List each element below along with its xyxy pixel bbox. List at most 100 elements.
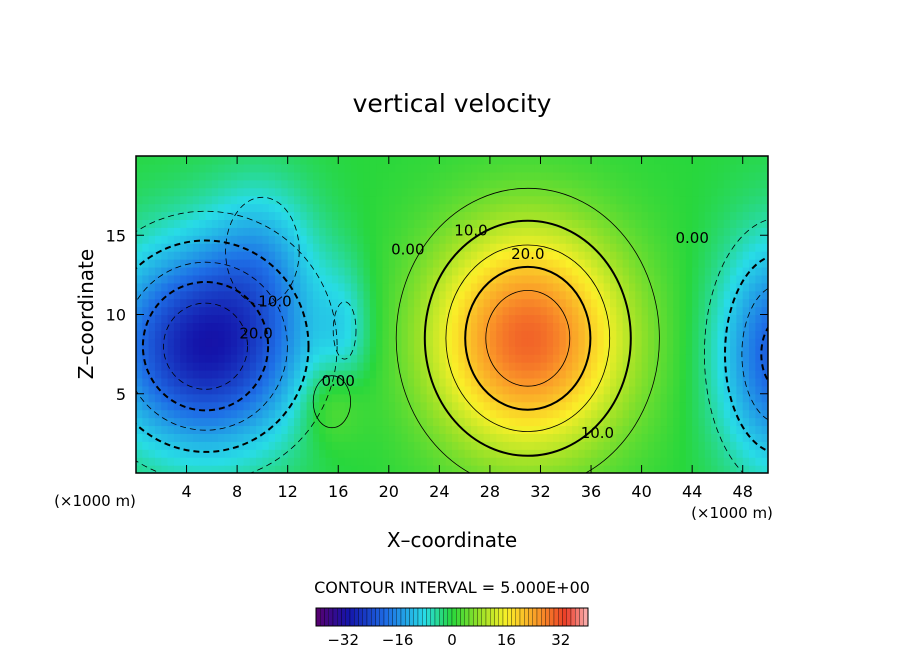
field-cell xyxy=(470,457,478,466)
field-cell xyxy=(281,195,289,205)
field-cell xyxy=(749,457,756,466)
field-cell xyxy=(136,156,143,165)
field-cell xyxy=(376,227,384,236)
field-cell xyxy=(287,171,295,181)
field-cell xyxy=(230,354,238,363)
field-cell xyxy=(508,306,516,316)
field-cell xyxy=(742,171,750,181)
field-cell xyxy=(388,322,396,331)
field-cell xyxy=(237,235,245,244)
field-cell xyxy=(376,195,384,205)
field-cell xyxy=(388,171,396,181)
field-cell xyxy=(325,433,333,442)
field-cell xyxy=(572,369,579,379)
field-cell xyxy=(597,385,605,395)
field-cell xyxy=(136,425,143,434)
field-cell xyxy=(685,330,693,339)
field-cell xyxy=(357,322,365,331)
field-cell xyxy=(502,290,510,300)
field-cell xyxy=(205,251,213,260)
field-cell xyxy=(597,282,605,292)
field-cell xyxy=(654,322,662,331)
field-cell xyxy=(553,211,561,220)
field-cell xyxy=(376,441,384,450)
colorbar-segment xyxy=(405,607,410,627)
field-cell xyxy=(730,171,737,181)
field-cell xyxy=(142,393,150,403)
field-cell xyxy=(692,211,700,220)
field-cell xyxy=(603,171,611,181)
field-cell xyxy=(584,290,592,300)
field-cell xyxy=(603,322,611,331)
field-cell xyxy=(357,330,365,339)
field-cell xyxy=(452,187,459,197)
field-cell xyxy=(275,322,282,331)
field-cell xyxy=(382,219,390,228)
field-cell xyxy=(603,266,611,276)
field-cell xyxy=(281,290,289,300)
field-cell xyxy=(407,187,415,197)
field-cell xyxy=(730,417,737,427)
field-cell xyxy=(477,362,485,371)
field-cell xyxy=(363,362,371,371)
field-cell xyxy=(578,362,586,371)
field-cell xyxy=(268,369,276,379)
field-cell xyxy=(723,369,731,379)
field-cell xyxy=(268,195,276,205)
field-cell xyxy=(192,409,200,419)
field-cell xyxy=(578,385,586,395)
field-cell xyxy=(610,330,617,339)
field-cell xyxy=(685,369,693,379)
field-cell xyxy=(755,251,763,260)
field-cell xyxy=(502,227,510,236)
field-cell xyxy=(755,401,763,411)
field-cell xyxy=(205,377,213,387)
field-cell xyxy=(597,156,605,165)
field-cell xyxy=(666,465,674,473)
field-cell xyxy=(319,179,327,189)
field-cell xyxy=(414,346,421,355)
field-cell xyxy=(205,369,213,379)
field-cell xyxy=(628,187,636,197)
field-cell xyxy=(553,369,561,379)
field-cell xyxy=(173,282,181,292)
field-cell xyxy=(363,354,371,363)
field-cell xyxy=(287,235,295,244)
field-cell xyxy=(761,385,768,395)
field-cell xyxy=(142,227,150,236)
field-cell xyxy=(698,457,706,466)
field-cell xyxy=(597,362,605,371)
x-tick-label: 40 xyxy=(631,482,651,501)
field-cell xyxy=(180,219,188,228)
field-cell xyxy=(761,433,768,442)
field-cell xyxy=(136,235,143,244)
field-cell xyxy=(439,235,447,244)
field-cell xyxy=(742,362,750,371)
field-cell xyxy=(388,211,396,220)
field-cell xyxy=(723,282,731,292)
colorbar-segment xyxy=(413,607,419,627)
field-cell xyxy=(211,251,219,260)
field-cell xyxy=(502,433,510,442)
field-cell xyxy=(489,354,497,363)
field-cell xyxy=(350,171,358,181)
field-cell xyxy=(306,219,314,228)
field-cell xyxy=(338,203,346,213)
field-cell xyxy=(666,290,674,300)
field-cell xyxy=(199,235,207,244)
field-cell xyxy=(407,338,415,347)
field-cell xyxy=(268,290,276,300)
field-cell xyxy=(553,282,561,292)
field-cell xyxy=(344,235,352,244)
field-cell xyxy=(350,401,358,411)
field-cell xyxy=(755,377,763,387)
field-cell xyxy=(243,266,251,276)
field-cell xyxy=(243,290,251,300)
field-cell xyxy=(723,235,731,244)
field-cell xyxy=(439,433,447,442)
field-cell xyxy=(350,425,358,434)
field-cell xyxy=(407,171,415,181)
field-cell xyxy=(218,235,226,244)
field-cell xyxy=(597,449,605,458)
field-cell xyxy=(730,219,737,228)
